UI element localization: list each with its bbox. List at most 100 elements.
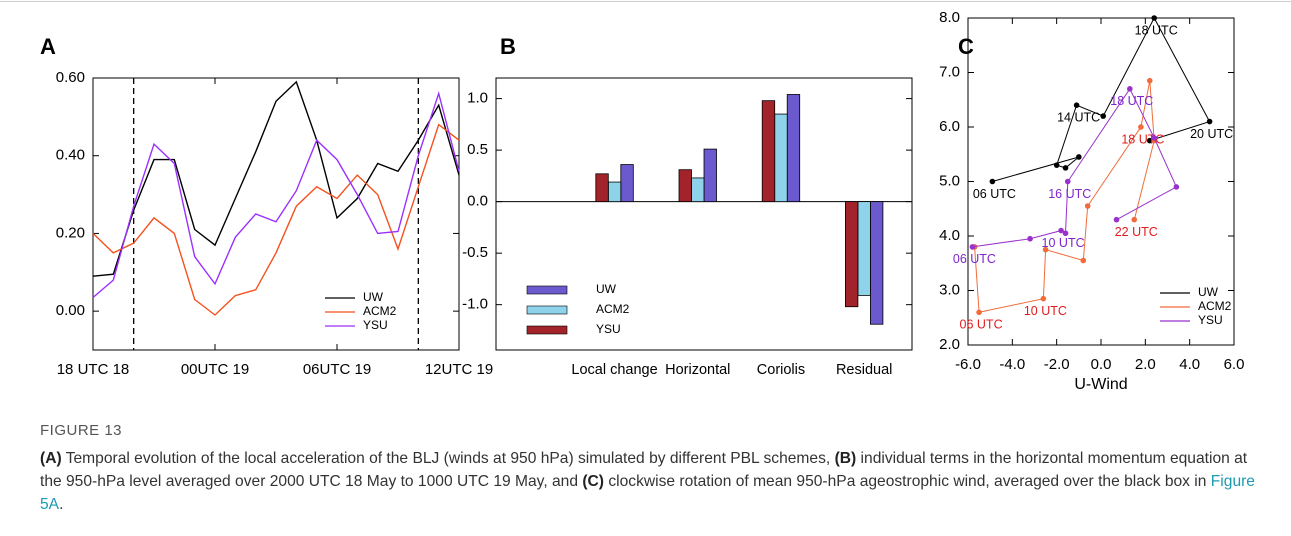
point	[1076, 154, 1082, 160]
bar	[845, 201, 859, 308]
point	[1151, 15, 1157, 21]
point	[1064, 178, 1071, 185]
y-tick-label: 0.40	[56, 147, 85, 164]
y-tick-label: 5.0	[939, 172, 960, 189]
y-tick-label: 7.0	[939, 63, 960, 80]
series-line	[92, 91, 460, 299]
point-label: 06 UTC	[973, 187, 1016, 201]
y-tick-label: 2.0	[939, 336, 960, 353]
x-tick-label: Coriolis	[757, 362, 805, 378]
series-line	[92, 123, 460, 316]
bar	[691, 177, 705, 203]
caption-segment: .	[59, 496, 64, 513]
point	[976, 309, 982, 316]
y-tick-label: 4.0	[939, 227, 960, 244]
y-tick-label: 6.0	[939, 118, 960, 135]
point	[1100, 113, 1107, 119]
point-label: 16 UTC	[1048, 187, 1091, 201]
x-tick-label: Residual	[836, 362, 892, 378]
point-label: 18 UTC	[1110, 94, 1153, 108]
legend-label: ACM2	[1198, 299, 1232, 313]
y-tick-label: -0.5	[462, 244, 488, 261]
legend-label: YSU	[596, 322, 621, 336]
legend-label: YSU	[363, 318, 388, 332]
point	[1073, 102, 1080, 108]
point	[1146, 137, 1153, 144]
x-tick-label: -4.0	[999, 356, 1025, 373]
point	[1084, 203, 1091, 209]
point-label: 18 UTC	[1135, 23, 1178, 37]
point	[1138, 124, 1144, 130]
series-line	[992, 16, 1211, 182]
legend-label: ACM2	[363, 304, 397, 318]
figure: A 0.00 0.20 0.40 0.60 18 UTC 18 00UTC 19 06UTC …	[0, 1, 1291, 393]
point-label: 14 UTC	[1057, 110, 1100, 124]
caption-segment: Temporal evolution of the local accelera…	[61, 450, 835, 467]
series-line	[974, 80, 1155, 313]
point-label: 06 UTC	[953, 252, 996, 266]
y-tick-label: 0.5	[467, 141, 488, 158]
legend-label: UW	[363, 290, 384, 304]
series-line	[92, 80, 460, 277]
bar	[703, 148, 717, 203]
x-tick-label: 06UTC 19	[303, 361, 371, 378]
caption-segment: (B)	[834, 450, 857, 467]
point	[1027, 235, 1033, 242]
x-tick-label: 6.0	[1224, 356, 1245, 373]
y-tick-label: 3.0	[939, 281, 960, 298]
point	[1131, 216, 1138, 223]
point	[1062, 165, 1069, 171]
x-axis-label: U-Wind	[1074, 376, 1127, 393]
x-tick-label: 18 UTC 18	[57, 361, 130, 378]
bar	[774, 113, 788, 203]
legend-swatch	[526, 285, 568, 295]
point	[1173, 184, 1180, 190]
y-tick-label: 0.00	[56, 302, 85, 319]
caption-segment: (A)	[40, 450, 62, 467]
point	[1151, 135, 1157, 141]
point	[1042, 246, 1049, 253]
legend-swatch	[526, 325, 568, 335]
figure-link[interactable]: Figure 5A	[40, 473, 1255, 513]
point	[1080, 257, 1087, 264]
caption-segment: (C)	[582, 473, 604, 490]
bar	[857, 201, 871, 296]
caption-text: (A) Temporal evolution of the local acce…	[40, 447, 1270, 516]
figure-label: FIGURE 13	[40, 422, 123, 439]
legend-label: ACM2	[596, 302, 630, 316]
legend-label: UW	[596, 282, 617, 296]
point	[1062, 230, 1069, 237]
plot-frame	[92, 77, 460, 351]
panel-letter: C	[958, 34, 974, 59]
x-tick-label: Horizontal	[665, 362, 730, 378]
y-tick-label: 0.60	[56, 69, 85, 86]
legend-label: UW	[1198, 285, 1219, 299]
bar	[870, 201, 884, 325]
x-tick-label: 00UTC 19	[181, 361, 249, 378]
caption: FIGURE 13 (A) Temporal evolution of the …	[40, 422, 1270, 516]
point-label: 10 UTC	[1042, 236, 1085, 250]
y-tick-label: 1.0	[467, 90, 488, 107]
x-tick-label: -2.0	[1044, 356, 1070, 373]
point	[1113, 216, 1120, 223]
plot-frame	[495, 77, 913, 351]
y-tick-label: 0.0	[467, 193, 488, 210]
bar	[678, 169, 692, 203]
x-tick-label: 12UTC 19	[425, 361, 493, 378]
plot-frame	[967, 17, 1235, 346]
point	[1053, 162, 1060, 168]
x-tick-label: 4.0	[1179, 356, 1200, 373]
point	[1206, 118, 1213, 125]
point-label: 10 UTC	[1024, 304, 1067, 318]
bar	[607, 181, 622, 203]
point	[1127, 86, 1133, 92]
x-tick-label: -6.0	[955, 356, 981, 373]
point-label: 18 UTC	[1121, 132, 1164, 146]
x-tick-label: Local change	[571, 362, 657, 378]
x-tick-label: 2.0	[1135, 356, 1156, 373]
caption-segment: clockwise rotation of mean 950-hPa ageos…	[604, 473, 1211, 490]
legend-label: YSU	[1198, 313, 1223, 327]
y-tick-label: 8.0	[939, 9, 960, 26]
point	[969, 244, 976, 250]
